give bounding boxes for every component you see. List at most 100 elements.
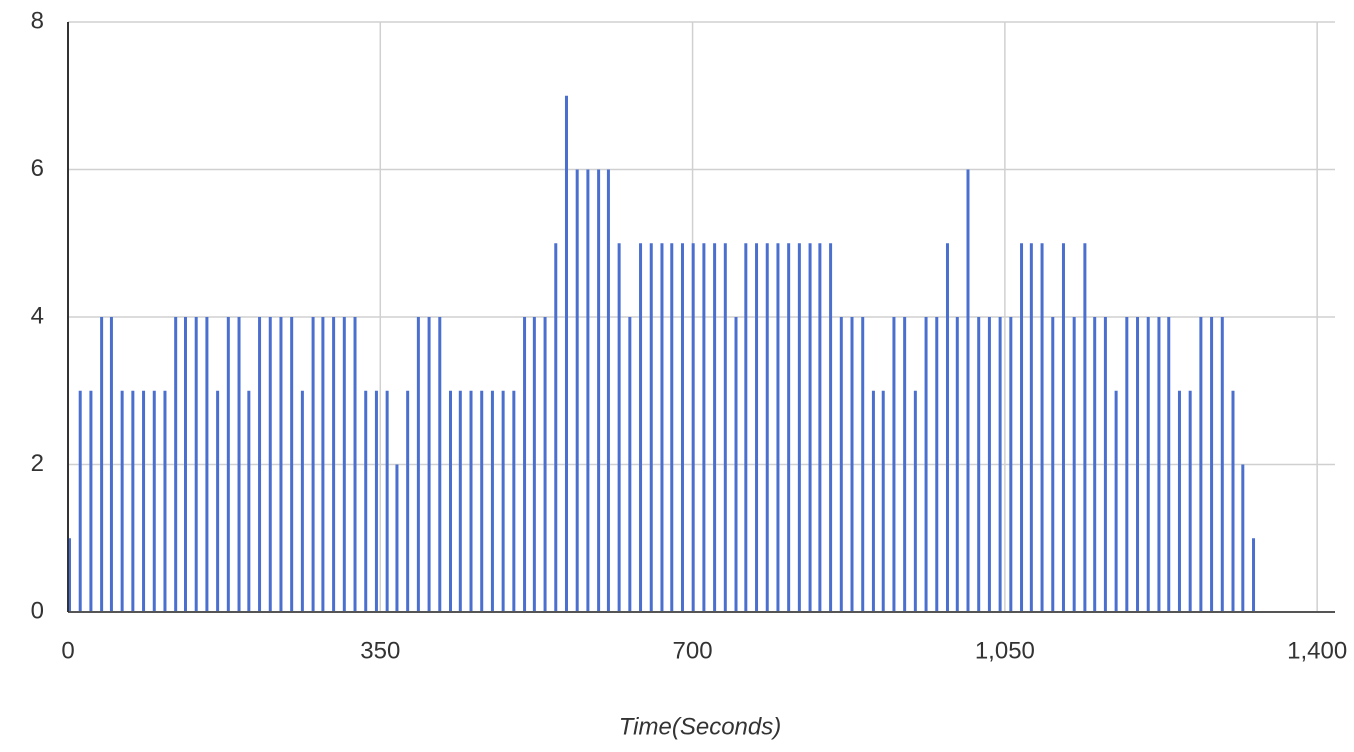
bar [512,390,516,612]
bar [1114,390,1118,612]
bar [321,317,325,612]
bar [532,317,536,612]
bar [881,390,885,612]
bar [183,317,187,612]
bar [174,317,178,612]
bar [628,317,632,612]
bar [1125,317,1129,612]
y-tick-label: 0 [31,597,44,624]
bar [1029,243,1033,612]
bar [1167,317,1171,612]
bar [480,390,484,612]
bar [829,243,833,612]
bar [342,317,346,612]
bar [935,317,939,612]
bar [194,317,198,612]
bar [1083,243,1087,612]
bar [416,317,420,612]
bar [247,390,251,612]
bar [680,243,684,612]
bar [1241,464,1245,612]
bar [427,317,431,612]
x-tick-label: 1,400 [1287,637,1347,664]
bar [1020,243,1024,612]
bar [89,390,93,612]
y-tick-label: 6 [31,155,44,182]
bar [1061,243,1065,612]
bar [617,243,621,612]
bar [861,317,865,612]
bar [977,317,981,612]
bar [1040,243,1044,612]
bar [258,317,262,612]
bar [1051,317,1055,612]
bar [469,390,473,612]
bar [808,243,812,612]
bar [1146,317,1150,612]
bar [797,243,801,612]
bar [871,390,875,612]
bar [1252,538,1256,612]
bar [787,243,791,612]
bar [649,243,653,612]
bar [448,390,452,612]
bar [374,390,378,612]
bar [744,243,748,612]
bar [639,243,643,612]
x-tick-label: 1,050 [975,637,1035,664]
y-tick-label: 4 [31,302,44,329]
bar [78,390,82,612]
x-axis-title: Time(Seconds) [619,713,782,740]
bar [955,317,959,612]
bar [406,390,410,612]
bar [575,169,579,612]
bar [1199,317,1203,612]
bar [395,464,399,612]
bar [723,243,727,612]
bar [839,317,843,612]
bar [385,390,389,612]
bar [543,317,547,612]
bar [734,317,738,612]
bar [850,317,854,612]
bar [998,317,1002,612]
y-tick-label: 8 [31,7,44,34]
bar [818,243,822,612]
bar [597,169,601,612]
bar [300,390,304,612]
bar [1072,317,1076,612]
bar [216,390,220,612]
bar [691,243,695,612]
bar [332,317,336,612]
bar [163,390,167,612]
bar [586,169,590,612]
bar [755,243,759,612]
bar [924,317,928,612]
bar [458,390,462,612]
bar [564,95,568,612]
bar [142,390,146,612]
bar [1188,390,1192,612]
bar [205,317,209,612]
bar [1210,317,1214,612]
bar [670,243,674,612]
x-tick-label: 700 [673,637,713,664]
bar [606,169,610,612]
bar [713,243,717,612]
bar [1009,317,1013,612]
bar [1103,317,1107,612]
bar [268,317,272,612]
bar [100,317,104,612]
bar [523,317,527,612]
bar [68,538,71,612]
bar [987,317,991,612]
bar [903,317,907,612]
bar [279,317,283,612]
bar [1136,317,1140,612]
bar [364,390,368,612]
bar [776,243,780,612]
bar [438,317,442,612]
bar [501,390,505,612]
bar [702,243,706,612]
bar [109,317,113,612]
